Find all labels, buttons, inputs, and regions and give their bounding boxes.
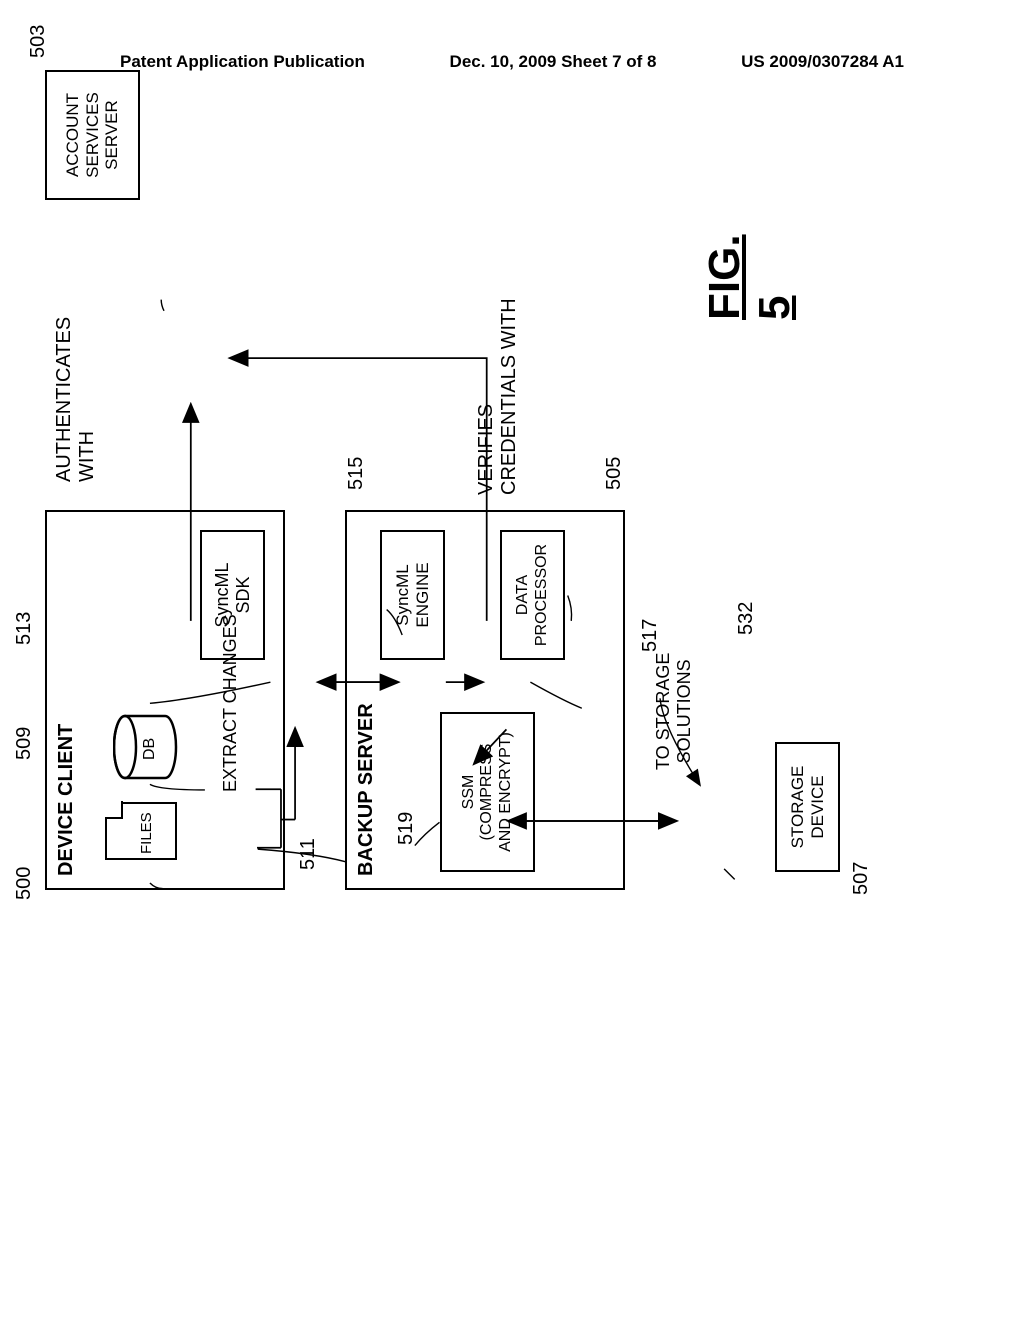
ref-509: 509 (13, 727, 36, 760)
arrows-svg (45, 270, 865, 890)
ref-503: 503 (27, 25, 50, 58)
account-services-label: ACCOUNT SERVICES SERVER (63, 92, 122, 178)
header-center: Dec. 10, 2009 Sheet 7 of 8 (450, 52, 657, 72)
header-left: Patent Application Publication (120, 52, 365, 72)
system-diagram: DEVICE CLIENT 500 FILES 511 DB 509 SyncM… (45, 270, 865, 890)
header-right: US 2009/0307284 A1 (741, 52, 904, 72)
page-header: Patent Application Publication Dec. 10, … (0, 52, 1024, 72)
ref-500: 500 (13, 867, 36, 900)
account-services-box: ACCOUNT SERVICES SERVER (45, 70, 140, 200)
ref-513: 513 (13, 612, 36, 645)
